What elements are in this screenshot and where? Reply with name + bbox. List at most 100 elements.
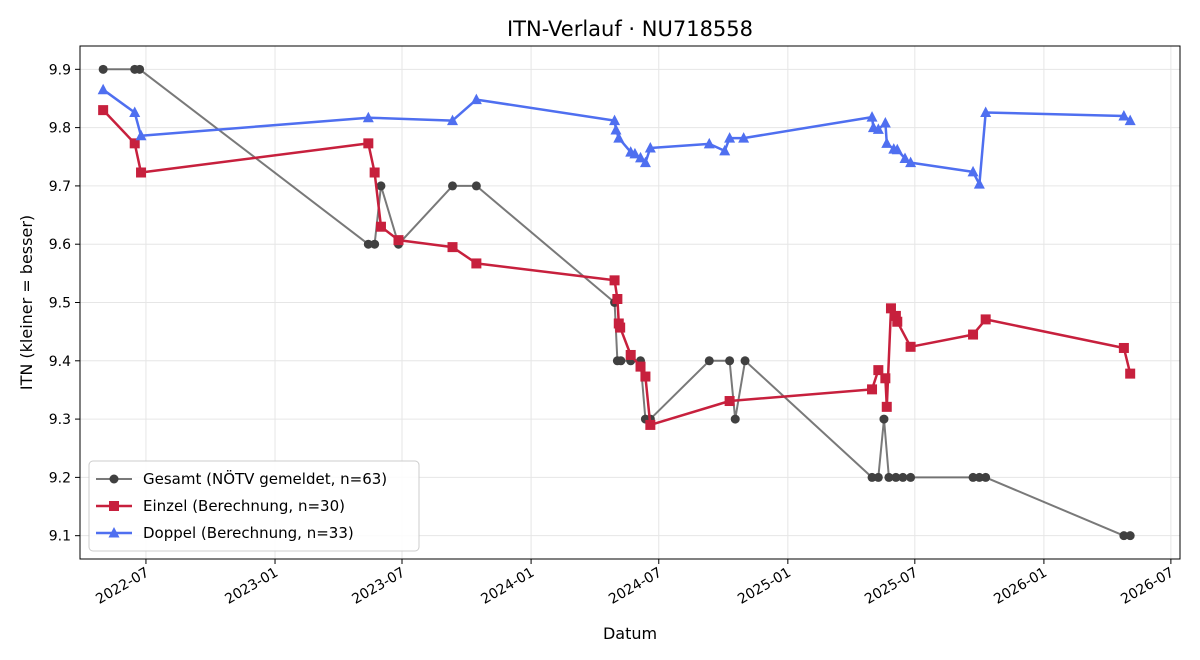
y-axis-ticks: 9.1 9.2 9.3 9.4 9.5 9.6 9.7 9.8 9.9 xyxy=(49,62,80,545)
data-point-doppel xyxy=(629,147,641,159)
data-point-einzel xyxy=(612,294,623,305)
data-point-doppel xyxy=(905,156,917,168)
legend-marker-einzel xyxy=(109,501,119,511)
y-tick-label: 9.4 xyxy=(49,354,71,370)
chart-title: ITN-Verlauf · NU718558 xyxy=(507,17,753,41)
x-axis-ticks: 2022-07 2023-01 2023-07 2024-01 2024-07 2025-… xyxy=(93,559,1177,608)
data-point-einzel xyxy=(890,310,901,321)
data-point-gesamt xyxy=(891,472,901,482)
data-point-einzel xyxy=(881,401,892,412)
legend-marker-doppel xyxy=(108,527,120,538)
data-point-einzel xyxy=(471,258,482,269)
data-point-gesamt xyxy=(616,356,626,366)
data-point-doppel xyxy=(973,178,985,189)
data-point-gesamt xyxy=(725,356,735,366)
data-point-doppel xyxy=(470,93,482,105)
y-tick-label: 9.9 xyxy=(49,62,71,78)
legend-marker-gesamt xyxy=(109,474,119,484)
data-point-gesamt xyxy=(376,181,386,191)
data-point-einzel xyxy=(724,396,735,407)
data-point-doppel xyxy=(738,132,750,143)
data-point-doppel xyxy=(703,137,715,149)
y-tick-label: 9.8 xyxy=(49,121,71,137)
series-einzel xyxy=(98,105,1136,430)
data-point-einzel xyxy=(393,235,404,246)
y-tick-label: 9.1 xyxy=(49,529,71,545)
series-line-einzel xyxy=(102,109,1132,427)
data-point-doppel xyxy=(967,165,979,177)
x-tick-label: 2022-07 xyxy=(93,565,152,608)
x-tick-label: 2025-01 xyxy=(735,565,794,608)
data-point-einzel xyxy=(880,373,891,384)
data-point-einzel xyxy=(1125,368,1136,379)
data-point-doppel xyxy=(881,137,893,148)
data-point-doppel xyxy=(719,144,731,156)
data-point-einzel xyxy=(98,105,109,116)
data-point-doppel xyxy=(609,114,621,126)
data-point-gesamt xyxy=(471,181,481,191)
data-point-doppel xyxy=(899,152,911,164)
data-point-einzel xyxy=(873,365,884,376)
y-tick-label: 9.6 xyxy=(49,237,71,253)
data-point-einzel xyxy=(129,138,140,149)
data-point-einzel xyxy=(640,371,651,382)
data-point-doppel xyxy=(610,123,622,135)
data-point-einzel xyxy=(375,221,386,232)
x-tick-label: 2025-07 xyxy=(862,565,921,608)
y-tick-label: 9.7 xyxy=(49,179,71,195)
data-point-doppel xyxy=(866,111,878,122)
data-point-gesamt xyxy=(879,414,889,424)
data-point-doppel xyxy=(1124,114,1136,126)
x-tick-label: 2023-01 xyxy=(222,565,281,608)
data-point-gesamt xyxy=(873,472,883,482)
x-tick-label: 2026-07 xyxy=(1118,565,1177,608)
data-point-gesamt xyxy=(730,414,740,424)
data-point-doppel xyxy=(644,142,656,153)
legend-box xyxy=(88,460,420,552)
data-point-doppel xyxy=(724,132,736,143)
data-point-einzel xyxy=(892,316,903,327)
y-tick-label: 9.3 xyxy=(49,412,71,428)
y-axis-label: ITN (kleiner = besser) xyxy=(17,215,36,390)
data-point-einzel xyxy=(369,167,380,178)
data-point-einzel xyxy=(615,322,626,333)
data-point-doppel xyxy=(1118,109,1130,121)
x-tick-label: 2024-01 xyxy=(478,565,537,608)
data-point-einzel xyxy=(905,341,916,352)
data-point-gesamt xyxy=(898,472,908,482)
data-point-doppel xyxy=(135,129,147,141)
data-point-gesamt xyxy=(867,472,877,482)
data-point-doppel xyxy=(639,156,651,168)
legend: Gesamt (NÖTV gemeldet, n=63) Einzel (Bere… xyxy=(88,460,420,552)
data-point-einzel xyxy=(136,167,147,178)
data-point-gesamt xyxy=(363,239,373,249)
data-point-gesamt xyxy=(906,472,916,482)
series-layer xyxy=(97,64,1136,541)
data-point-gesamt xyxy=(968,472,978,482)
data-point-gesamt xyxy=(1125,531,1135,541)
data-point-doppel xyxy=(872,123,884,134)
data-point-gesamt xyxy=(135,64,145,74)
data-point-einzel xyxy=(609,275,620,286)
series-gesamt xyxy=(98,64,1135,541)
data-point-gesamt xyxy=(370,239,380,249)
data-point-gesamt xyxy=(981,472,991,482)
x-tick-label: 2024-07 xyxy=(606,565,665,608)
legend-label-einzel: Einzel (Berechnung, n=30) xyxy=(143,497,345,515)
data-point-gesamt xyxy=(98,64,108,74)
data-point-doppel xyxy=(879,116,891,128)
data-point-doppel xyxy=(447,114,459,126)
x-tick-label: 2026-01 xyxy=(991,565,1050,608)
data-point-einzel xyxy=(885,303,896,314)
data-point-doppel xyxy=(97,83,109,95)
legend-label-gesamt: Gesamt (NÖTV gemeldet, n=63) xyxy=(143,469,387,488)
data-point-gesamt xyxy=(1119,531,1129,541)
data-point-einzel xyxy=(980,314,991,325)
data-point-doppel xyxy=(613,132,625,143)
data-point-einzel xyxy=(867,384,878,395)
series-doppel xyxy=(97,83,1136,189)
y-tick-label: 9.2 xyxy=(49,470,71,486)
data-point-gesamt xyxy=(884,472,894,482)
data-point-gesamt xyxy=(740,356,750,366)
